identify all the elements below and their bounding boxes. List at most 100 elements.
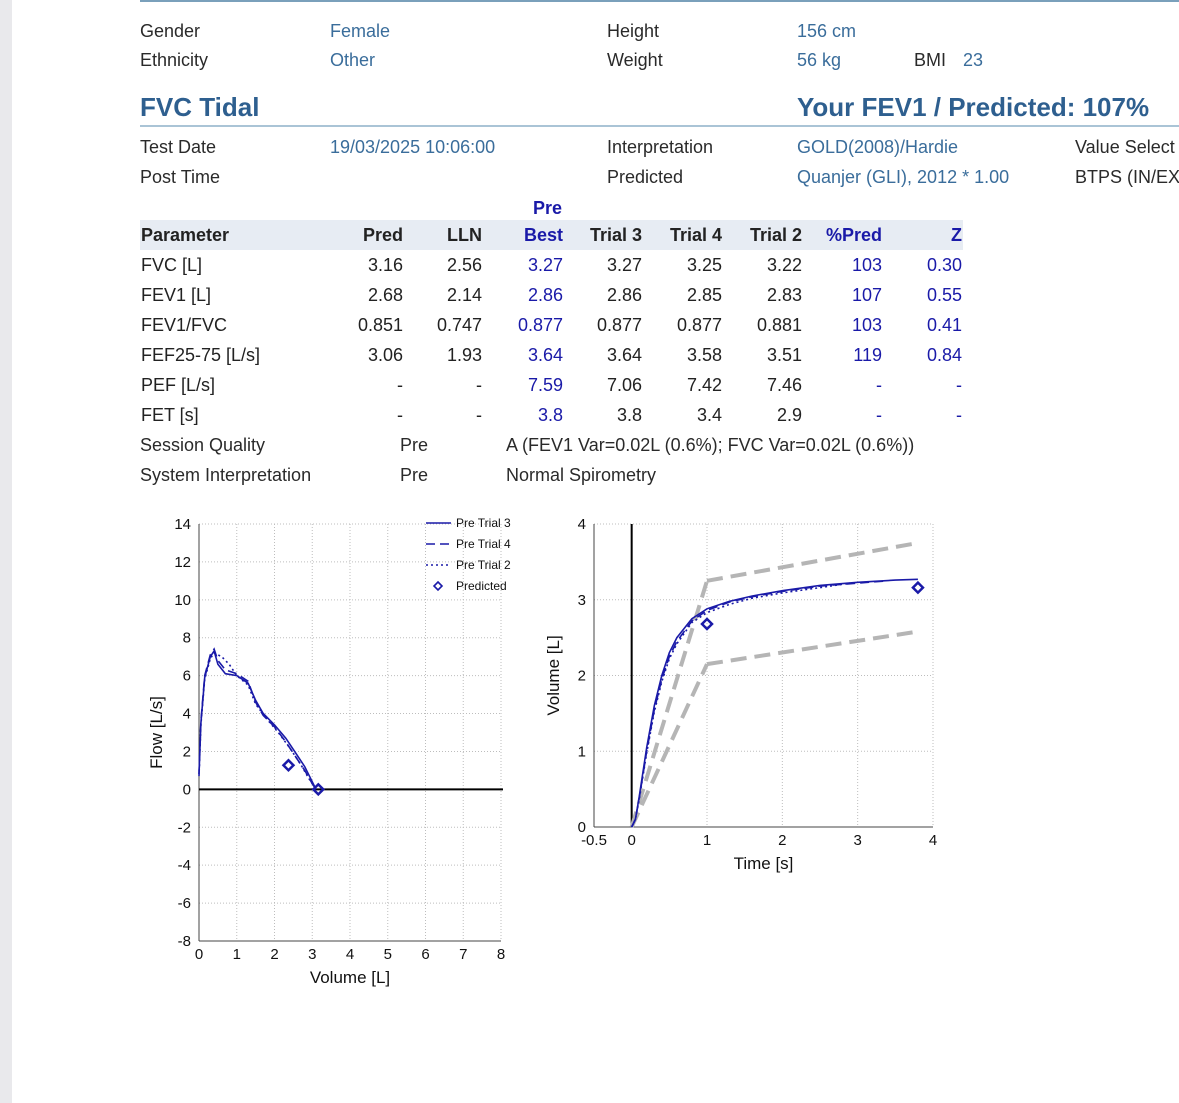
guide-line — [629, 663, 709, 828]
fev1-predicted-title: Your FEV1 / Predicted: 107% — [797, 92, 1150, 122]
results-table: Parameter Pred LLN Best Trial 3 Trial 4 … — [140, 220, 963, 430]
y-tick-label: 14 — [174, 516, 191, 533]
session-quality-value: A (FEV1 Var=0.02L (0.6%); FVC Var=0.02L … — [506, 435, 915, 455]
series-line — [630, 582, 851, 828]
header-pct-pred: %Pred — [825, 225, 882, 245]
table-row: FVC [L] 3.16 2.56 3.27 3.27 3.25 3.22 103 0.30 — [140, 250, 963, 280]
cell-best: 3.64 — [527, 345, 563, 365]
cell-best: 7.59 — [527, 375, 563, 395]
table-row: PEF [L/s] - - 7.59 7.06 7.42 7.46 - - — [140, 370, 963, 400]
cell-pct-pred: 103 — [851, 255, 882, 275]
interpretation-value: GOLD(2008)/Hardie — [797, 137, 959, 157]
header-z: Z — [951, 225, 962, 245]
table-header-row: Parameter Pred LLN Best Trial 3 Trial 4 … — [140, 220, 963, 250]
x-tick-label: 5 — [384, 946, 392, 963]
cell-trial-2: 7.46 — [766, 375, 802, 395]
test-date-value: 19/03/2025 10:06:00 — [330, 137, 496, 157]
cell-parameter: FEV1/FVC — [141, 315, 228, 335]
cell-parameter: PEF [L/s] — [141, 375, 216, 395]
pre-group-label: Pre — [533, 198, 563, 218]
height-label: Height — [607, 21, 660, 41]
cell-pct-pred: 107 — [851, 285, 882, 305]
y-tick-label: 8 — [183, 630, 191, 647]
y-tick-label: 4 — [578, 516, 586, 533]
interpretation-label: Interpretation — [607, 137, 714, 157]
cell-lln: - — [476, 405, 482, 425]
legend-label: Pre Trial 2 — [456, 558, 511, 572]
cell-trial-4: 7.42 — [686, 375, 722, 395]
cell-trial-2: 3.51 — [766, 345, 802, 365]
cell-parameter: FET [s] — [141, 405, 199, 425]
y-tick-label: 12 — [174, 554, 191, 571]
cell-parameter: FVC [L] — [141, 255, 203, 275]
cell-lln: 0.747 — [436, 315, 482, 335]
cell-pct-pred: 119 — [853, 345, 882, 365]
cell-z: - — [956, 375, 962, 395]
x-tick-label: 7 — [459, 946, 467, 963]
table-row: FET [s] - - 3.8 3.8 3.4 2.9 - - — [140, 400, 963, 430]
system-interpretation-value: Normal Spirometry — [506, 465, 657, 485]
x-tick-label: 1 — [703, 832, 711, 849]
header-parameter: Parameter — [141, 225, 230, 245]
x-tick-label: 3 — [853, 832, 861, 849]
cell-trial-4: 0.877 — [676, 315, 722, 335]
left-scroll-margin — [0, 0, 12, 1103]
cell-z: 0.30 — [926, 255, 962, 275]
predicted-marker — [911, 580, 925, 595]
section-title: FVC Tidal — [140, 92, 260, 122]
cell-trial-2: 3.22 — [766, 255, 802, 275]
y-tick-label: 2 — [578, 668, 586, 685]
cell-pred: 0.851 — [357, 315, 403, 335]
y-tick-label: 2 — [183, 743, 191, 760]
value-select-label: Value Select — [1075, 137, 1175, 157]
cell-lln: 2.14 — [446, 285, 482, 305]
cell-pct-pred: 103 — [851, 315, 882, 335]
cell-trial-3: 0.877 — [596, 315, 642, 335]
cell-pred: 2.68 — [367, 285, 403, 305]
btps-label: BTPS (IN/EX — [1075, 167, 1179, 187]
header-best: Best — [523, 225, 563, 245]
cell-trial-2: 2.9 — [776, 405, 802, 425]
ethnicity-value: Other — [330, 50, 376, 70]
x-tick-label: -0.5 — [581, 832, 607, 849]
cell-pred: - — [397, 375, 403, 395]
header-pred: Pred — [362, 225, 403, 245]
x-tick-label: 8 — [497, 946, 505, 963]
y-tick-label: -2 — [178, 819, 191, 836]
cell-trial-3: 3.27 — [606, 255, 642, 275]
cell-trial-4: 3.4 — [696, 405, 722, 425]
cell-pct-pred: - — [876, 375, 882, 395]
ethnicity-label: Ethnicity — [140, 50, 209, 70]
height-value: 156 cm — [797, 21, 857, 41]
legend-label: Pre Trial 4 — [456, 537, 511, 551]
cell-pct-pred: - — [876, 405, 882, 425]
gender-label: Gender — [140, 21, 201, 41]
cell-pred: - — [397, 405, 403, 425]
weight-value: 56 kg — [797, 50, 842, 70]
x-tick-label: 4 — [346, 946, 354, 963]
cell-trial-2: 0.881 — [756, 315, 802, 335]
gender-value: Female — [330, 21, 391, 41]
x-tick-label: 2 — [778, 832, 786, 849]
cell-lln: - — [476, 375, 482, 395]
header-trial-3: Trial 3 — [589, 225, 642, 245]
x-tick-label: 2 — [270, 946, 278, 963]
predicted-marker — [700, 617, 714, 631]
cell-pred: 3.06 — [367, 345, 403, 365]
cell-trial-4: 3.25 — [686, 255, 722, 275]
y-tick-label: 0 — [578, 819, 586, 836]
cell-parameter: FEV1 [L] — [141, 285, 212, 305]
table-row: FEV1 [L] 2.68 2.14 2.86 2.86 2.85 2.83 107 0.55 — [140, 280, 963, 310]
y-tick-label: 10 — [174, 592, 191, 609]
x-tick-label: 4 — [929, 832, 937, 849]
x-axis-label: Volume [L] — [310, 968, 390, 987]
cell-lln: 1.93 — [446, 345, 482, 365]
y-tick-label: 6 — [183, 668, 191, 685]
bmi-label: BMI — [914, 50, 947, 70]
system-interpretation-label: System Interpretation — [140, 465, 312, 485]
x-axis-label: Time [s] — [734, 854, 794, 873]
y-tick-label: -8 — [178, 933, 191, 950]
cell-pred: 3.16 — [367, 255, 403, 275]
series-line — [630, 578, 918, 828]
